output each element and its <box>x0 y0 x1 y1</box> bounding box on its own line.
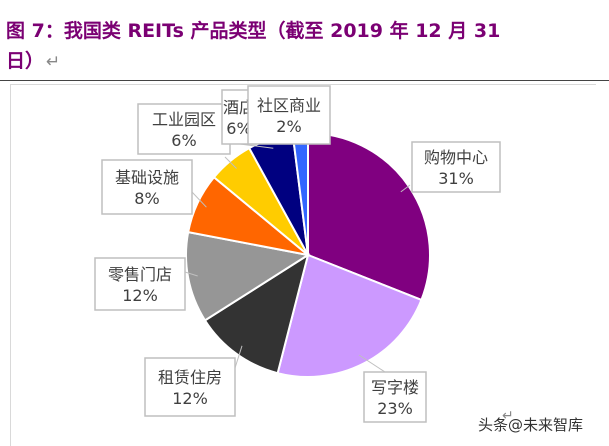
pie-slice-2 <box>203 252 310 375</box>
slice-value-label-1: 23% <box>377 399 413 418</box>
figure-title-line2-wrap: 日） ↵ <box>6 46 606 77</box>
slice-label-box-5: 工业园区 6% <box>137 103 231 155</box>
figure-title: 图 7：我国类 REITs 产品类型（截至 2019 年 12 月 31 日） ↵ <box>6 16 606 77</box>
slice-value-label-6: 6% <box>226 119 251 138</box>
pie-slice-3 <box>185 230 311 322</box>
label-box-7 <box>247 85 331 145</box>
watermark: 头条@未来智库 <box>478 416 584 434</box>
slice-value-label-7: 2% <box>276 117 301 136</box>
label-box-0 <box>411 141 501 193</box>
leader-line-0 <box>400 184 411 193</box>
slice-category-label-1: 写字楼 <box>371 378 419 397</box>
slice-label-box-7: 社区商业 2% <box>247 85 331 145</box>
label-box-1 <box>363 371 427 423</box>
pie-slice-1 <box>276 253 423 378</box>
slice-value-label-5: 6% <box>171 131 196 150</box>
label-box-3 <box>94 257 186 311</box>
slice-label-box-0: 购物中心 31% <box>411 141 501 193</box>
slice-category-label-3: 零售门店 <box>108 265 172 284</box>
chart-frame <box>10 84 596 446</box>
leader-line-2 <box>234 345 243 369</box>
bottom-return-mark-icon: ↵ <box>502 408 514 424</box>
slice-label-box-2: 租赁住房 12% <box>144 357 236 417</box>
slice-category-label-0: 购物中心 <box>424 148 488 167</box>
slice-category-label-7: 社区商业 <box>257 96 321 115</box>
pie-slices <box>185 131 431 378</box>
slice-value-label-4: 8% <box>134 189 159 208</box>
slice-value-label-3: 12% <box>122 286 158 305</box>
slice-label-box-1: 写字楼 23% <box>363 371 427 423</box>
slice-value-label-0: 31% <box>438 169 474 188</box>
return-mark-icon: ↵ <box>46 52 61 72</box>
label-box-4 <box>101 159 193 215</box>
figure-title-line1: 图 7：我国类 REITs 产品类型（截至 2019 年 12 月 31 <box>6 20 501 42</box>
slice-category-label-6: 酒店 <box>223 98 255 117</box>
slice-label-box-3: 零售门店 12% <box>94 257 186 311</box>
slice-category-label-4: 基础设施 <box>115 168 179 187</box>
leader-lines <box>184 142 411 373</box>
leader-line-3 <box>184 271 198 277</box>
slice-labels: 购物中心 31% 写字楼 23% 租赁住房 12% 零售门店 12% 基础设施 8% 工业园区 6% 酒… <box>94 85 501 423</box>
label-box-2 <box>144 357 236 417</box>
title-divider <box>0 80 609 81</box>
slice-category-label-5: 工业园区 <box>152 110 216 129</box>
slice-label-box-4: 基础设施 8% <box>101 159 193 215</box>
leader-line-1 <box>358 354 386 373</box>
figure-title-line2: 日） <box>6 50 45 72</box>
slice-value-label-2: 12% <box>172 389 208 408</box>
leader-line-4 <box>191 191 207 208</box>
slice-category-label-2: 租赁住房 <box>158 368 222 387</box>
leader-line-5 <box>224 156 237 169</box>
